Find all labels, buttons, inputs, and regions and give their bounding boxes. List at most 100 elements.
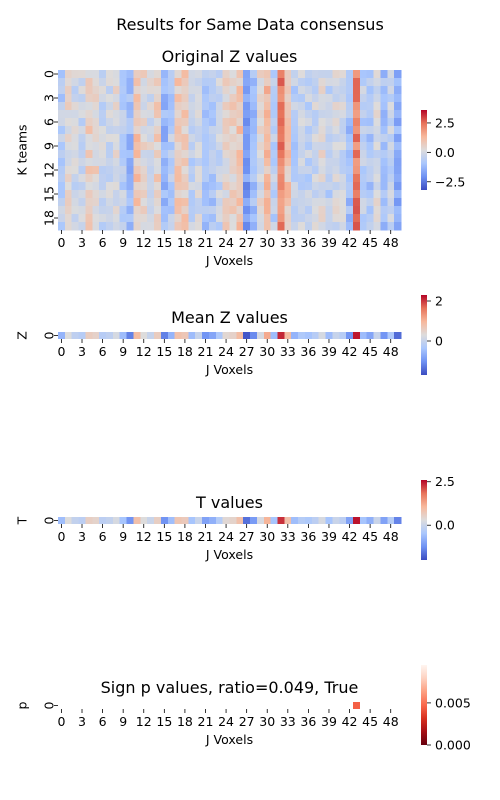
heatmap-cell [263,190,272,199]
heatmap-cell [332,190,340,199]
heatmap-cell [325,118,333,127]
heatmap-cell [92,166,100,175]
heatmap-cell [277,198,285,207]
heatmap-cell [243,142,251,151]
heatmap-cell [304,206,313,215]
heatmap-cell [263,102,272,111]
heatmap-cell [339,222,347,231]
heatmap-cell [373,102,381,111]
heatmap-cell [222,150,230,159]
x-tick-label: 30 [259,714,275,729]
heatmap-cell [270,517,278,524]
heatmap-cell [318,118,326,127]
heatmap-cell [394,86,402,95]
heatmap-cell [318,110,326,119]
heatmap-cell [106,174,114,183]
heatmap-cell [311,134,320,143]
heatmap-cell [318,86,326,95]
heatmap-cell [119,134,127,143]
heatmap-cell [140,142,148,151]
heatmap-cell [147,190,155,199]
heatmap-cell [277,78,285,87]
heatmap-cell [133,517,141,524]
heatmap-cell [332,198,340,207]
heatmap-cell [154,214,162,223]
heatmap-cell [366,134,374,143]
heatmap-cell [92,182,100,191]
heatmap-cell [78,110,86,119]
heatmap-cell [284,198,292,207]
colorbar [421,110,427,190]
heatmap-cell [140,332,148,339]
heatmap-cell [71,142,79,151]
heatmap-cell [140,118,148,127]
heatmap-cell [263,86,272,95]
heatmap-cell [311,94,320,103]
heatmap-cell [236,126,244,135]
heatmap-cell [366,150,374,159]
heatmap-cell [133,126,141,135]
x-tick-label: 3 [78,344,86,359]
heatmap-cell [222,206,230,215]
heatmap-cell [202,86,210,95]
heatmap-cell [215,78,223,87]
heatmap-cell [325,70,333,79]
heatmap-cell [78,517,86,524]
heatmap-cell [284,126,292,135]
heatmap-cell [263,110,272,119]
heatmap-cell [154,517,162,524]
heatmap-cell [243,182,251,191]
heatmap-cell [222,166,230,175]
heatmap-cell [236,214,244,223]
heatmap-cell [380,517,388,524]
x-tick-label: 39 [321,344,337,359]
heatmap-cell [215,206,223,215]
heatmap-cell [373,182,381,191]
heatmap-cell [298,118,306,127]
heatmap-cell [58,94,66,103]
heatmap-cell [394,174,402,183]
heatmap-cell [229,332,237,339]
heatmap-cell [58,206,66,215]
heatmap-cell [140,110,148,119]
heatmap-cell [154,102,162,111]
heatmap-cell [291,126,299,135]
heatmap-cell [298,206,306,215]
heatmap-cell [147,222,155,231]
heatmap-cell [298,166,306,175]
heatmap-cell [126,174,134,183]
heatmap-cell [373,166,381,175]
heatmap-cell [126,94,134,103]
heatmap-cell [318,150,326,159]
heatmap-cell [181,206,189,215]
heatmap-cell [64,174,73,183]
heatmap-cell [99,134,107,143]
heatmap-cell [346,126,354,135]
heatmap-cell [140,517,148,524]
heatmap-cell [85,150,93,159]
heatmap-cell [311,150,320,159]
heatmap-cell [92,78,100,87]
heatmap-cell [236,206,244,215]
heatmap-cell [147,102,155,111]
heatmap-cell [304,214,313,223]
heatmap-cell [85,198,93,207]
heatmap-cell [311,158,320,167]
heatmap-cell [311,332,320,339]
heatmap-cell [298,190,306,199]
x-tick-label: 27 [239,714,255,729]
x-tick-label: 0 [57,529,65,544]
heatmap-cell [291,332,299,339]
heatmap-cell [119,158,127,167]
heatmap-cell [339,214,347,223]
heatmap-cell [380,70,388,79]
heatmap-cell [208,142,217,151]
heatmap-cell [106,118,114,127]
heatmap-cell [167,142,175,151]
heatmap-cell [208,102,217,111]
heatmap-cell [236,78,244,87]
heatmap-cell [85,332,93,339]
heatmap-cell [270,158,278,167]
heatmap-cell [208,158,217,167]
heatmap-cell [202,102,210,111]
